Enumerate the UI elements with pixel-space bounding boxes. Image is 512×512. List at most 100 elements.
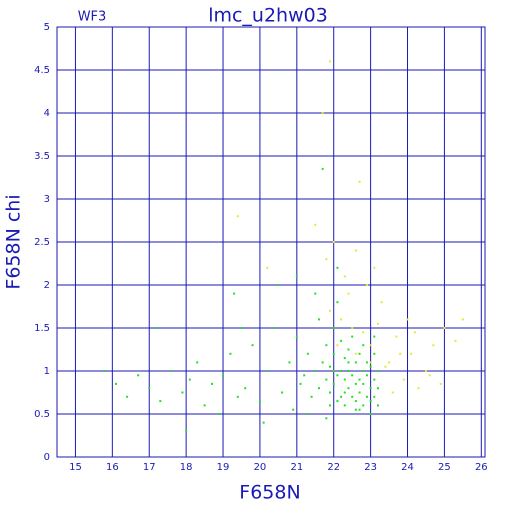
point: [384, 365, 387, 368]
point: [395, 335, 398, 338]
point: [410, 352, 413, 355]
point: [336, 301, 339, 304]
point: [351, 327, 354, 329]
point: [299, 382, 302, 385]
point: [377, 322, 379, 325]
point: [358, 180, 361, 183]
y-tick-label: 2.5: [34, 237, 50, 248]
point: [233, 292, 236, 295]
chart-title: lmc_u2hw03: [208, 5, 328, 27]
point: [329, 404, 332, 407]
x-tick-label: 18: [180, 462, 193, 473]
point: [155, 327, 158, 329]
point: [314, 223, 317, 226]
point: [343, 378, 346, 381]
point: [373, 266, 376, 269]
point: [424, 370, 427, 372]
point: [365, 284, 368, 286]
point: [222, 374, 225, 377]
x-tick-label: 17: [143, 462, 156, 473]
y-tick-label: 3: [44, 194, 50, 205]
point: [354, 400, 357, 403]
point: [369, 387, 372, 390]
point: [354, 408, 357, 411]
point: [317, 387, 320, 390]
point: [354, 352, 357, 355]
point: [413, 331, 416, 334]
point: [203, 404, 206, 407]
point: [277, 284, 280, 286]
point: [321, 361, 324, 364]
x-tick-label: 15: [69, 462, 82, 473]
point: [196, 361, 199, 364]
point: [365, 374, 368, 377]
point: [388, 361, 391, 364]
point: [347, 361, 350, 364]
point: [336, 374, 339, 377]
point: [332, 382, 335, 385]
point: [336, 344, 339, 347]
point: [325, 378, 328, 381]
point: [310, 395, 313, 398]
y-tick-label: 1: [44, 366, 50, 377]
point: [266, 370, 269, 372]
point: [347, 370, 350, 372]
point: [329, 309, 332, 312]
point: [262, 421, 265, 424]
point: [373, 378, 376, 381]
point: [325, 258, 328, 261]
point: [354, 361, 357, 364]
y-tick-label: 0.5: [34, 409, 50, 420]
chart-subtitle: WF3: [78, 10, 107, 25]
x-tick-label: 19: [217, 462, 230, 473]
point: [428, 374, 431, 377]
point: [362, 382, 365, 385]
point: [244, 387, 247, 390]
point: [461, 318, 464, 321]
point: [343, 404, 346, 407]
point: [369, 361, 372, 364]
y-tick-label: 3.5: [34, 151, 50, 162]
point: [377, 370, 379, 372]
point: [369, 344, 372, 347]
point: [443, 327, 446, 329]
point: [380, 301, 383, 304]
y-axis-label: F658N chi: [3, 194, 25, 289]
point: [362, 344, 365, 347]
point: [340, 370, 343, 372]
point: [332, 370, 335, 372]
point: [236, 215, 239, 218]
point: [159, 400, 162, 403]
point: [170, 370, 173, 372]
point: [148, 387, 151, 390]
point: [340, 318, 343, 321]
point: [295, 335, 298, 338]
x-tick-label: 16: [106, 462, 119, 473]
point: [351, 335, 354, 338]
point: [377, 404, 379, 407]
point: [329, 365, 332, 368]
point: [391, 391, 394, 394]
point: [406, 318, 409, 321]
point: [347, 348, 350, 351]
point: [115, 382, 118, 385]
point: [288, 361, 291, 364]
point: [369, 365, 372, 368]
point: [292, 408, 295, 411]
point: [343, 357, 346, 360]
point: [188, 378, 191, 381]
point: [358, 408, 361, 411]
point: [351, 395, 354, 398]
point: [340, 339, 343, 342]
point: [317, 318, 320, 321]
point: [343, 275, 346, 278]
point: [402, 378, 405, 381]
point: [314, 370, 317, 372]
point: [332, 241, 335, 243]
point: [439, 382, 442, 385]
point: [347, 292, 350, 295]
point: [251, 344, 254, 347]
point: [137, 374, 140, 377]
point: [347, 387, 350, 390]
